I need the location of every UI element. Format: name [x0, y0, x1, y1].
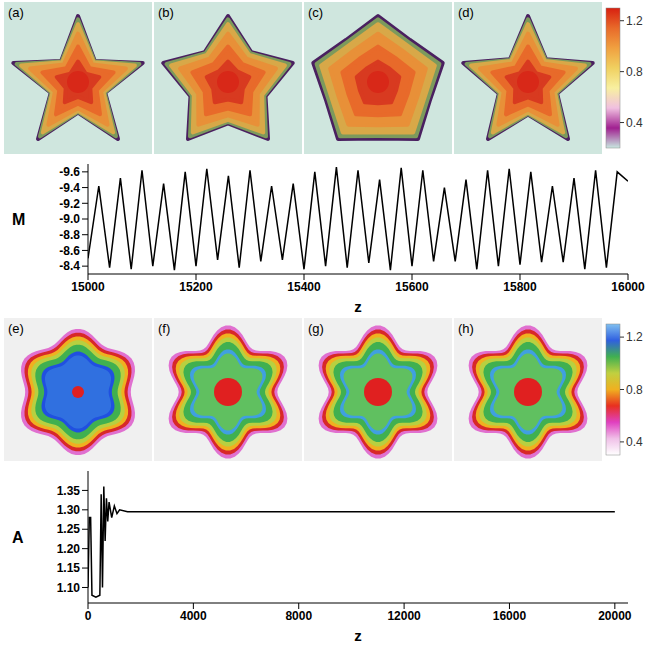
svg-text:12000: 12000 — [387, 609, 421, 623]
svg-text:1.20: 1.20 — [57, 542, 81, 556]
svg-text:4000: 4000 — [180, 609, 207, 623]
svg-text:8000: 8000 — [285, 609, 312, 623]
svg-text:-9.4: -9.4 — [59, 181, 80, 195]
svg-text:1.10: 1.10 — [57, 581, 81, 595]
svg-text:16000: 16000 — [493, 609, 527, 623]
svg-text:z: z — [354, 627, 362, 644]
svg-text:(c): (c) — [308, 5, 323, 20]
svg-text:(a): (a) — [8, 5, 24, 20]
svg-text:(d): (d) — [458, 5, 474, 20]
svg-text:20000: 20000 — [598, 609, 632, 623]
svg-text:z: z — [354, 298, 362, 315]
svg-text:(h): (h) — [458, 321, 474, 336]
svg-text:1.2: 1.2 — [626, 330, 643, 344]
svg-text:(g): (g) — [308, 321, 324, 336]
svg-text:15400: 15400 — [287, 280, 321, 294]
svg-text:1.15: 1.15 — [57, 561, 81, 575]
svg-text:A: A — [12, 529, 24, 546]
svg-text:(b): (b) — [158, 5, 174, 20]
svg-text:0: 0 — [85, 609, 92, 623]
svg-text:0.4: 0.4 — [626, 435, 643, 449]
svg-text:15200: 15200 — [179, 280, 213, 294]
svg-text:0.8: 0.8 — [626, 65, 643, 79]
svg-text:15000: 15000 — [71, 280, 105, 294]
svg-text:1.35: 1.35 — [57, 484, 81, 498]
svg-text:M: M — [12, 211, 25, 228]
svg-text:-9.0: -9.0 — [59, 212, 80, 226]
svg-text:-8.6: -8.6 — [59, 244, 80, 258]
svg-text:(e): (e) — [8, 321, 24, 336]
svg-text:-9.6: -9.6 — [59, 165, 80, 179]
svg-text:(f): (f) — [158, 321, 170, 336]
svg-text:-8.8: -8.8 — [59, 228, 80, 242]
svg-text:16000: 16000 — [611, 280, 645, 294]
svg-text:1.30: 1.30 — [57, 503, 81, 517]
svg-text:15800: 15800 — [503, 280, 537, 294]
svg-text:1.25: 1.25 — [57, 522, 81, 536]
svg-text:-9.2: -9.2 — [59, 197, 80, 211]
svg-text:15600: 15600 — [395, 280, 429, 294]
svg-text:-8.4: -8.4 — [59, 259, 80, 273]
svg-text:0.8: 0.8 — [626, 383, 643, 397]
svg-text:0.4: 0.4 — [626, 116, 643, 130]
svg-text:1.2: 1.2 — [626, 14, 643, 28]
